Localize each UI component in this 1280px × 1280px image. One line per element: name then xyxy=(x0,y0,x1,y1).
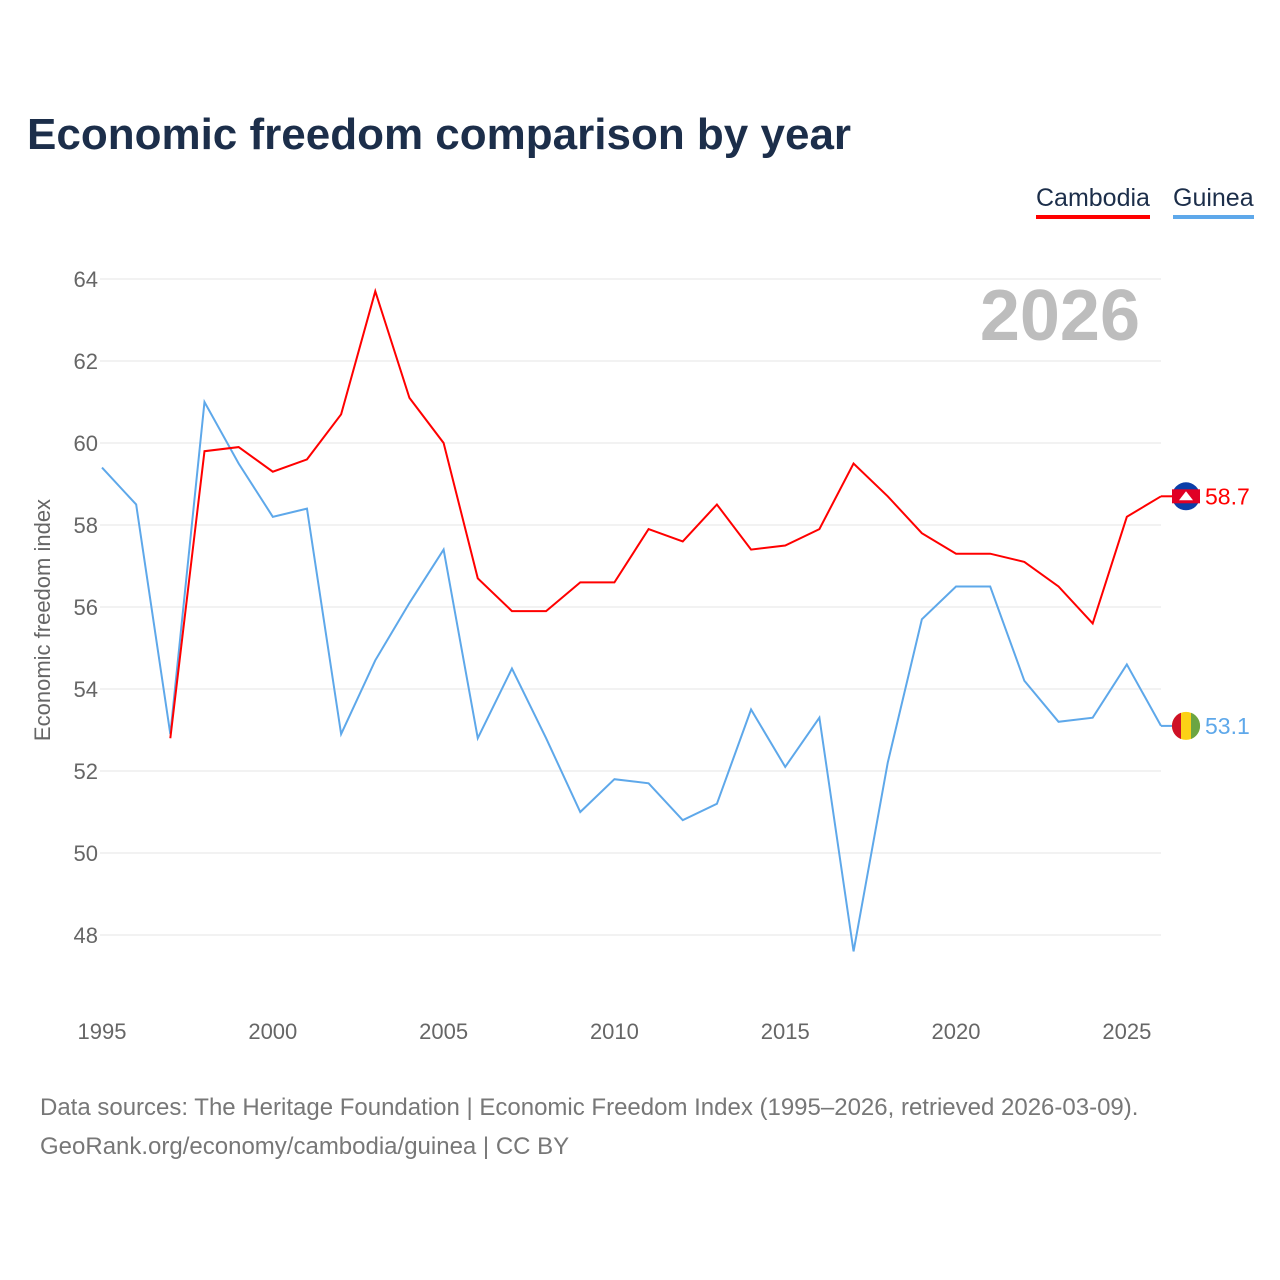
y-tick-label: 64 xyxy=(74,267,98,292)
x-tick-label: 2000 xyxy=(248,1019,297,1044)
footer-source: Data sources: The Heritage Foundation | … xyxy=(40,1094,1139,1121)
legend-cambodia[interactable]: Cambodia xyxy=(1036,184,1150,219)
x-tick-label: 1995 xyxy=(78,1019,127,1044)
cambodia-flag-icon xyxy=(1172,482,1200,511)
x-tick-label: 2010 xyxy=(590,1019,639,1044)
y-tick-label: 54 xyxy=(74,677,98,702)
series-line-cambodia xyxy=(169,287,1162,739)
footer-credit: GeoRank.org/economy/cambodia/guinea | CC… xyxy=(40,1133,570,1160)
footer: Data sources: The Heritage Foundation | … xyxy=(40,1088,1138,1166)
x-tick-label: 2015 xyxy=(761,1019,810,1044)
y-tick-label: 62 xyxy=(74,349,98,374)
y-tick-label: 52 xyxy=(74,759,98,784)
y-axis-label: Economic freedom index xyxy=(30,499,55,741)
guinea-flag-icon xyxy=(1171,711,1201,740)
y-tick-label: 48 xyxy=(74,923,98,948)
end-value-label: 53.1 xyxy=(1205,713,1250,739)
x-tick-label: 2025 xyxy=(1102,1019,1151,1044)
y-tick-label: 58 xyxy=(74,513,98,538)
legend-guinea[interactable]: Guinea xyxy=(1173,184,1254,219)
y-tick-label: 50 xyxy=(74,841,98,866)
end-value-label: 58.7 xyxy=(1205,483,1250,509)
series-line-guinea xyxy=(101,398,1162,952)
x-tick-label: 2005 xyxy=(419,1019,468,1044)
year-watermark: 2026 xyxy=(980,276,1140,356)
chart-title: Economic freedom comparison by year xyxy=(27,110,852,159)
y-tick-label: 56 xyxy=(74,595,98,620)
y-tick-label: 60 xyxy=(74,431,98,456)
x-tick-label: 2020 xyxy=(932,1019,981,1044)
